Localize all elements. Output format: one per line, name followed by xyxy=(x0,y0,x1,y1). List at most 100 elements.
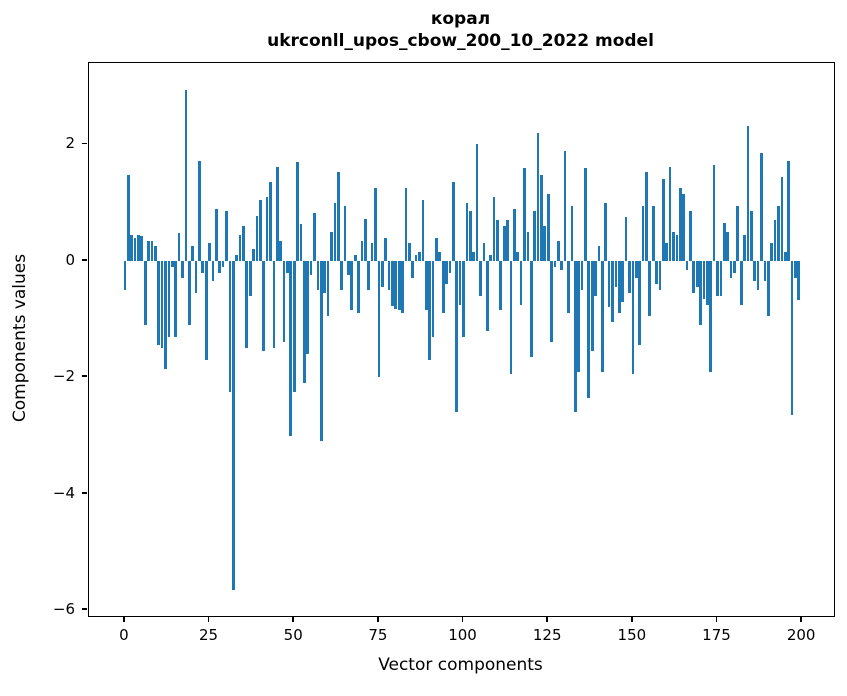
bar xyxy=(706,260,709,305)
bar xyxy=(472,252,476,261)
bar xyxy=(299,224,303,261)
bar xyxy=(587,260,591,398)
bar xyxy=(617,260,621,314)
y-axis-label: Components values xyxy=(10,253,30,423)
bar xyxy=(577,260,580,372)
bar xyxy=(445,260,448,285)
bar xyxy=(546,193,550,261)
bar xyxy=(746,125,750,261)
bar xyxy=(238,234,242,261)
bar xyxy=(536,132,540,261)
bar xyxy=(760,153,763,261)
bar xyxy=(594,260,597,296)
bar xyxy=(323,260,327,293)
bar xyxy=(709,260,713,372)
bar xyxy=(154,246,157,261)
bar xyxy=(167,260,171,337)
bar xyxy=(685,260,689,270)
bar xyxy=(529,260,533,357)
bar xyxy=(502,225,506,261)
bar xyxy=(235,255,238,261)
bar xyxy=(601,260,604,372)
y-tick-mark xyxy=(81,142,87,145)
bar xyxy=(526,231,530,261)
bar xyxy=(319,260,323,442)
bar xyxy=(756,260,760,290)
bar xyxy=(604,202,608,261)
bar xyxy=(465,202,469,261)
bar xyxy=(753,260,757,282)
bar xyxy=(665,243,669,261)
bar xyxy=(482,243,486,261)
bar xyxy=(712,164,716,261)
bar xyxy=(719,260,723,296)
y-tick-mark xyxy=(81,608,87,611)
bar xyxy=(228,260,232,392)
bar xyxy=(424,260,428,311)
bar xyxy=(614,260,618,288)
chart-title-word: корал xyxy=(430,9,491,29)
bar xyxy=(780,176,784,261)
bar xyxy=(540,174,543,261)
bar xyxy=(394,260,398,310)
bar xyxy=(160,260,164,349)
bar xyxy=(736,205,740,261)
x-tick-label: 75 xyxy=(368,626,388,644)
bar xyxy=(695,260,699,288)
bar xyxy=(397,260,401,311)
bar xyxy=(204,260,208,360)
bar xyxy=(678,188,682,261)
bar xyxy=(377,260,381,378)
bar xyxy=(211,260,215,282)
bar xyxy=(655,260,658,285)
plot-area xyxy=(88,62,835,617)
bar xyxy=(628,260,631,293)
bar xyxy=(275,166,279,261)
bar xyxy=(380,260,384,288)
bar xyxy=(739,260,743,305)
x-tick-label: 175 xyxy=(702,626,731,644)
bar xyxy=(360,240,364,261)
bar xyxy=(137,234,140,261)
bar xyxy=(783,252,787,261)
bar xyxy=(479,260,482,296)
bar xyxy=(262,260,266,352)
bar xyxy=(157,260,161,346)
bar xyxy=(743,234,746,261)
bar xyxy=(489,255,492,261)
bar xyxy=(512,208,516,261)
bar xyxy=(418,252,421,261)
bar xyxy=(191,246,194,261)
bar xyxy=(567,260,570,314)
bar xyxy=(343,205,347,261)
bar xyxy=(309,260,313,276)
bar xyxy=(208,243,211,261)
bar xyxy=(729,260,733,279)
bar xyxy=(519,260,523,305)
bar xyxy=(773,220,777,261)
bar xyxy=(187,260,191,325)
y-tick-mark xyxy=(81,375,87,378)
bar xyxy=(303,260,306,384)
bar xyxy=(641,205,645,261)
bar xyxy=(580,260,584,290)
bar xyxy=(387,260,391,290)
bar xyxy=(499,260,503,311)
bar xyxy=(689,211,692,261)
bar xyxy=(289,260,293,436)
bar xyxy=(177,232,181,261)
bar xyxy=(777,205,780,261)
bar xyxy=(133,237,137,261)
x-tick-mark xyxy=(630,616,633,622)
bar xyxy=(638,260,641,346)
x-tick-mark xyxy=(800,616,803,622)
x-tick-label: 0 xyxy=(119,626,129,644)
bar xyxy=(553,260,557,267)
bar xyxy=(296,161,299,261)
bar xyxy=(306,260,310,355)
bar xyxy=(726,231,729,261)
bar xyxy=(214,208,218,261)
bar xyxy=(336,172,340,261)
bar xyxy=(313,213,316,261)
bar xyxy=(485,260,489,331)
